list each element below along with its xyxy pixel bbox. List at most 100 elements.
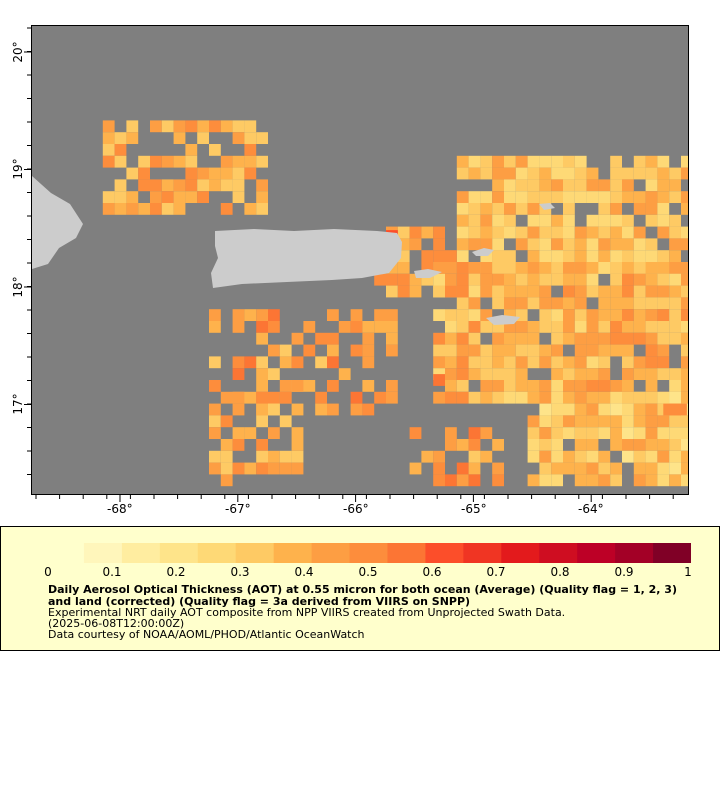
aot-cell [374, 309, 386, 321]
aot-cell [433, 273, 445, 286]
aot-cell [539, 297, 552, 310]
aot-cell [622, 368, 634, 380]
aot-cell [574, 462, 587, 475]
aot-cell [244, 167, 257, 180]
aot-cell [209, 309, 221, 321]
aot-cell [480, 262, 493, 274]
aot-cell [563, 415, 575, 428]
colorbar-tick-label: 0.7 [486, 565, 506, 579]
aot-cell [468, 273, 481, 286]
aot-cell [480, 321, 493, 333]
aot-cell [504, 332, 516, 345]
aot-cell [622, 344, 634, 357]
aot-cell [433, 356, 445, 369]
aot-cell [456, 391, 469, 404]
aot-cell [645, 344, 658, 357]
aot-cell [645, 427, 658, 439]
aot-cell [397, 238, 410, 251]
aot-cell [610, 203, 622, 215]
aot-cell [598, 262, 611, 274]
aot-cell [657, 167, 670, 180]
aot-cell [445, 391, 457, 404]
aot-cell [220, 462, 233, 475]
aot-cell [303, 344, 316, 357]
aot-cell [669, 439, 681, 451]
aot-cell [102, 120, 115, 133]
aot-cell [480, 155, 493, 168]
aot-cell [268, 462, 280, 475]
aot-cell [338, 368, 351, 380]
aot-cell [256, 179, 268, 192]
aot-cell [468, 391, 481, 404]
aot-cell [563, 368, 575, 380]
aot-cell [220, 439, 233, 451]
aot-cell [433, 309, 445, 321]
aot-cell [586, 474, 599, 487]
aot-cell [657, 427, 670, 439]
aot-cell [268, 368, 280, 380]
aot-cell [492, 250, 504, 262]
aot-cell [527, 262, 540, 274]
aot-cell [362, 332, 375, 345]
aot-cell [362, 344, 375, 357]
colorbar-tick-label: 0.5 [358, 565, 378, 579]
aot-cell [598, 214, 611, 227]
aot-cell [480, 191, 493, 203]
aot-cell [445, 439, 457, 451]
aot-cell [551, 226, 563, 239]
aot-cell [574, 238, 587, 251]
aot-cell [197, 167, 209, 180]
aot-cell [527, 179, 540, 192]
aot-cell [433, 285, 445, 298]
aot-cell [645, 462, 658, 475]
aot-cell [622, 309, 634, 321]
aot-cell [445, 380, 457, 392]
aot-cell [681, 474, 688, 487]
colorbar-tick-label: 0.4 [294, 565, 314, 579]
aot-cell [539, 214, 552, 227]
aot-cell [633, 368, 646, 380]
aot-cell [232, 321, 245, 333]
aot-cell [515, 155, 528, 168]
aot-cell [645, 250, 658, 262]
aot-cell [504, 262, 516, 274]
aot-cell [527, 238, 540, 251]
aot-cell [551, 439, 563, 451]
aot-cell [574, 309, 587, 321]
aot-cell [586, 167, 599, 180]
aot-cell [574, 380, 587, 392]
aot-cell [610, 439, 622, 451]
aot-cell [563, 450, 575, 463]
aot-cell [114, 191, 127, 203]
aot-cell [551, 380, 563, 392]
aot-cell [397, 273, 410, 286]
aot-cell [126, 191, 139, 203]
aot-cell [209, 450, 221, 463]
aot-cell [279, 391, 292, 404]
aot-cell [610, 250, 622, 262]
aot-cell [551, 273, 563, 286]
aot-cell [574, 285, 587, 298]
aot-cell [645, 285, 658, 298]
aot-cell [433, 226, 445, 239]
aot-cell [456, 297, 469, 310]
aot-cell [527, 356, 540, 369]
aot-cell [468, 427, 481, 439]
aot-cell [268, 391, 280, 404]
aot-cell [539, 415, 552, 428]
aot-cell [657, 285, 670, 298]
aot-cell [681, 262, 688, 274]
aot-cell [669, 285, 681, 298]
aot-cell [645, 356, 658, 369]
aot-cell [539, 262, 552, 274]
aot-cell [456, 462, 469, 475]
aot-cell [610, 191, 622, 203]
aot-cell [362, 380, 375, 392]
aot-cell [386, 273, 398, 286]
aot-cell [456, 380, 469, 392]
aot-cell [433, 344, 445, 357]
aot-cell [610, 380, 622, 392]
aot-cell [633, 321, 646, 333]
aot-cell [551, 450, 563, 463]
aot-cell [574, 356, 587, 369]
